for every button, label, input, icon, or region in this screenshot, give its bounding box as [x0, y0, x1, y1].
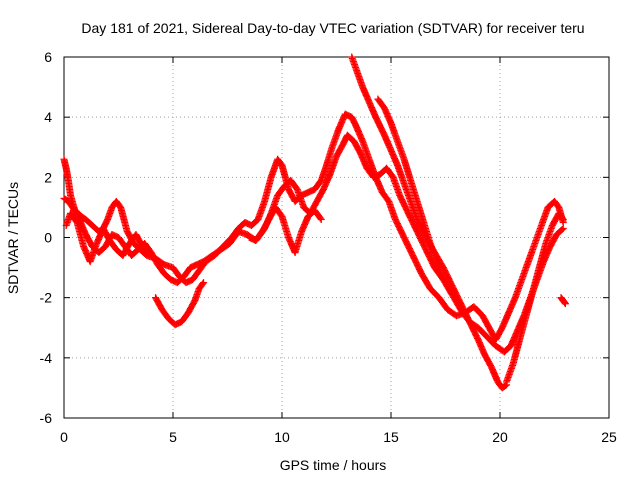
data-point-marker — [559, 224, 567, 232]
y-tick-label: -6 — [40, 410, 53, 426]
data-point-marker — [145, 249, 153, 257]
y-tick-label: 4 — [44, 109, 52, 125]
grid-lines — [64, 57, 609, 418]
data-markers — [60, 53, 569, 392]
y-tick-label: -2 — [40, 290, 53, 306]
x-tick-label: 10 — [274, 429, 290, 445]
x-tick-label: 25 — [601, 429, 617, 445]
data-point-marker — [200, 279, 208, 287]
data-point-marker — [559, 215, 567, 223]
series-track-i — [557, 294, 569, 308]
y-tick-label: -4 — [40, 350, 53, 366]
y-tick-label: 2 — [44, 169, 52, 185]
data-point-marker — [316, 214, 324, 222]
axis-ticks: 0 5 10 15 20 25 -6 -4 -2 0 2 4 6 — [40, 49, 617, 445]
x-tick-label: 0 — [60, 429, 68, 445]
series-track-h — [503, 209, 567, 386]
series-track-c — [62, 209, 153, 266]
data-point-marker — [558, 225, 566, 233]
y-axis-label: SDTVAR / TECUs — [5, 182, 21, 294]
data-point-marker — [199, 280, 207, 288]
series-track-a — [60, 110, 567, 344]
x-tick-label: 15 — [383, 429, 399, 445]
y-tick-label: 6 — [44, 49, 52, 65]
x-tick-label: 20 — [492, 429, 508, 445]
series-track-g — [374, 95, 447, 284]
data-point-marker — [317, 215, 325, 223]
data-point-marker — [439, 276, 447, 284]
series-track-d — [152, 279, 208, 329]
series-track-e — [245, 203, 325, 257]
x-axis-label: GPS time / hours — [280, 457, 387, 473]
chart-title: Day 181 of 2021, Sidereal Day-to-day VTE… — [81, 20, 584, 36]
data-point-marker — [558, 214, 566, 222]
data-point-marker — [561, 299, 569, 307]
y-tick-label: 0 — [44, 230, 52, 246]
series-track-f — [348, 53, 511, 392]
data-point-marker — [144, 248, 152, 256]
x-tick-label: 5 — [169, 429, 177, 445]
data-point-marker — [561, 300, 569, 308]
data-point-marker — [501, 382, 509, 390]
